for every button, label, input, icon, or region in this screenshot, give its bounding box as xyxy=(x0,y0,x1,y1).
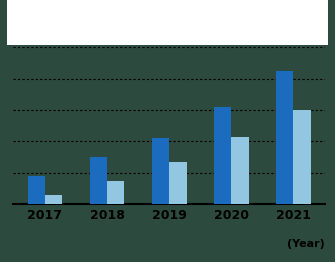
Text: (Year): (Year) xyxy=(287,239,325,249)
Bar xyxy=(214,107,231,204)
Bar xyxy=(231,137,249,204)
Bar xyxy=(45,195,62,204)
Bar xyxy=(27,176,45,204)
Bar xyxy=(169,162,187,204)
FancyBboxPatch shape xyxy=(19,11,39,34)
Bar xyxy=(293,110,311,204)
Text: Installed EUV: Installed EUV xyxy=(219,8,293,18)
Text: HOYA BLANKS: HOYA BLANKS xyxy=(45,17,123,27)
Bar xyxy=(276,71,293,204)
Bar xyxy=(90,157,107,204)
Text: Scanners: Scanners xyxy=(225,28,283,39)
Bar xyxy=(107,181,125,204)
FancyBboxPatch shape xyxy=(296,11,316,34)
Bar xyxy=(152,138,169,204)
